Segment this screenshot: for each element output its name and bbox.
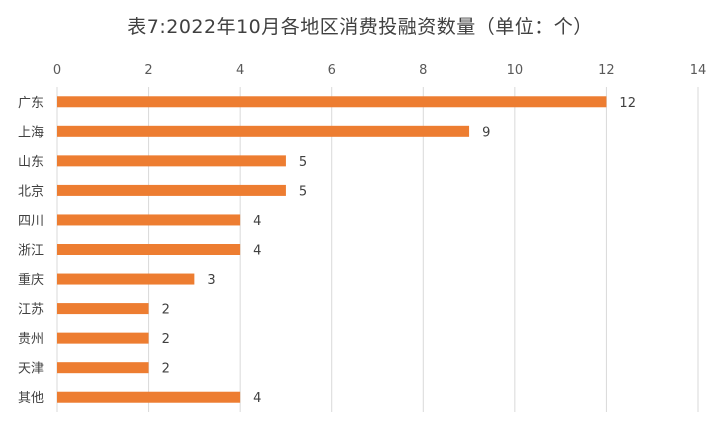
bar [57, 391, 241, 403]
category-label: 江苏 [18, 302, 44, 318]
bar [57, 214, 241, 226]
x-tick-label: 14 [690, 63, 707, 78]
data-label: 4 [253, 391, 261, 406]
x-tick-label: 2 [144, 63, 152, 78]
x-tick-label: 8 [419, 63, 427, 78]
data-label: 2 [162, 332, 170, 347]
x-tick-label: 4 [236, 63, 244, 78]
chart-title: 表7:2022年10月各地区消费投融资数量（单位：个） [127, 16, 593, 38]
category-label: 广东 [18, 96, 44, 111]
bar [57, 244, 241, 255]
x-tick-label: 12 [598, 63, 615, 78]
category-label: 北京 [18, 184, 44, 199]
data-label: 5 [299, 155, 307, 170]
category-label: 浙江 [18, 244, 44, 259]
x-tick-label: 6 [328, 63, 336, 78]
bar [57, 332, 149, 344]
category-label: 重庆 [18, 272, 44, 288]
bar [57, 184, 286, 196]
data-label: 2 [162, 303, 170, 318]
data-label: 3 [207, 273, 215, 288]
category-label: 四川 [18, 214, 44, 229]
data-label: 12 [619, 96, 636, 111]
x-tick-label: 0 [53, 63, 61, 78]
category-label: 上海 [18, 125, 44, 140]
category-label: 其他 [18, 391, 44, 406]
x-tick-label: 10 [507, 63, 524, 78]
label-layer: 0 2 4 6 8 10 12 14 广东 12 上海 9 山东 5 北京 5 四川 4 浙江 4 重庆 3 江苏 2 贵州 2 天… [18, 63, 706, 406]
category-label: 天津 [18, 362, 44, 377]
data-label: 4 [253, 214, 261, 229]
data-label: 5 [299, 184, 307, 199]
bar [57, 96, 607, 108]
category-label: 贵州 [18, 332, 44, 347]
bar [57, 155, 286, 167]
bar [57, 362, 149, 374]
category-label: 山东 [18, 155, 44, 170]
bar [57, 273, 195, 285]
bar-layer [57, 96, 607, 403]
data-label: 4 [253, 244, 261, 259]
data-label: 9 [482, 125, 490, 140]
bar [57, 125, 470, 137]
bar [57, 303, 149, 315]
data-label: 2 [162, 362, 170, 377]
